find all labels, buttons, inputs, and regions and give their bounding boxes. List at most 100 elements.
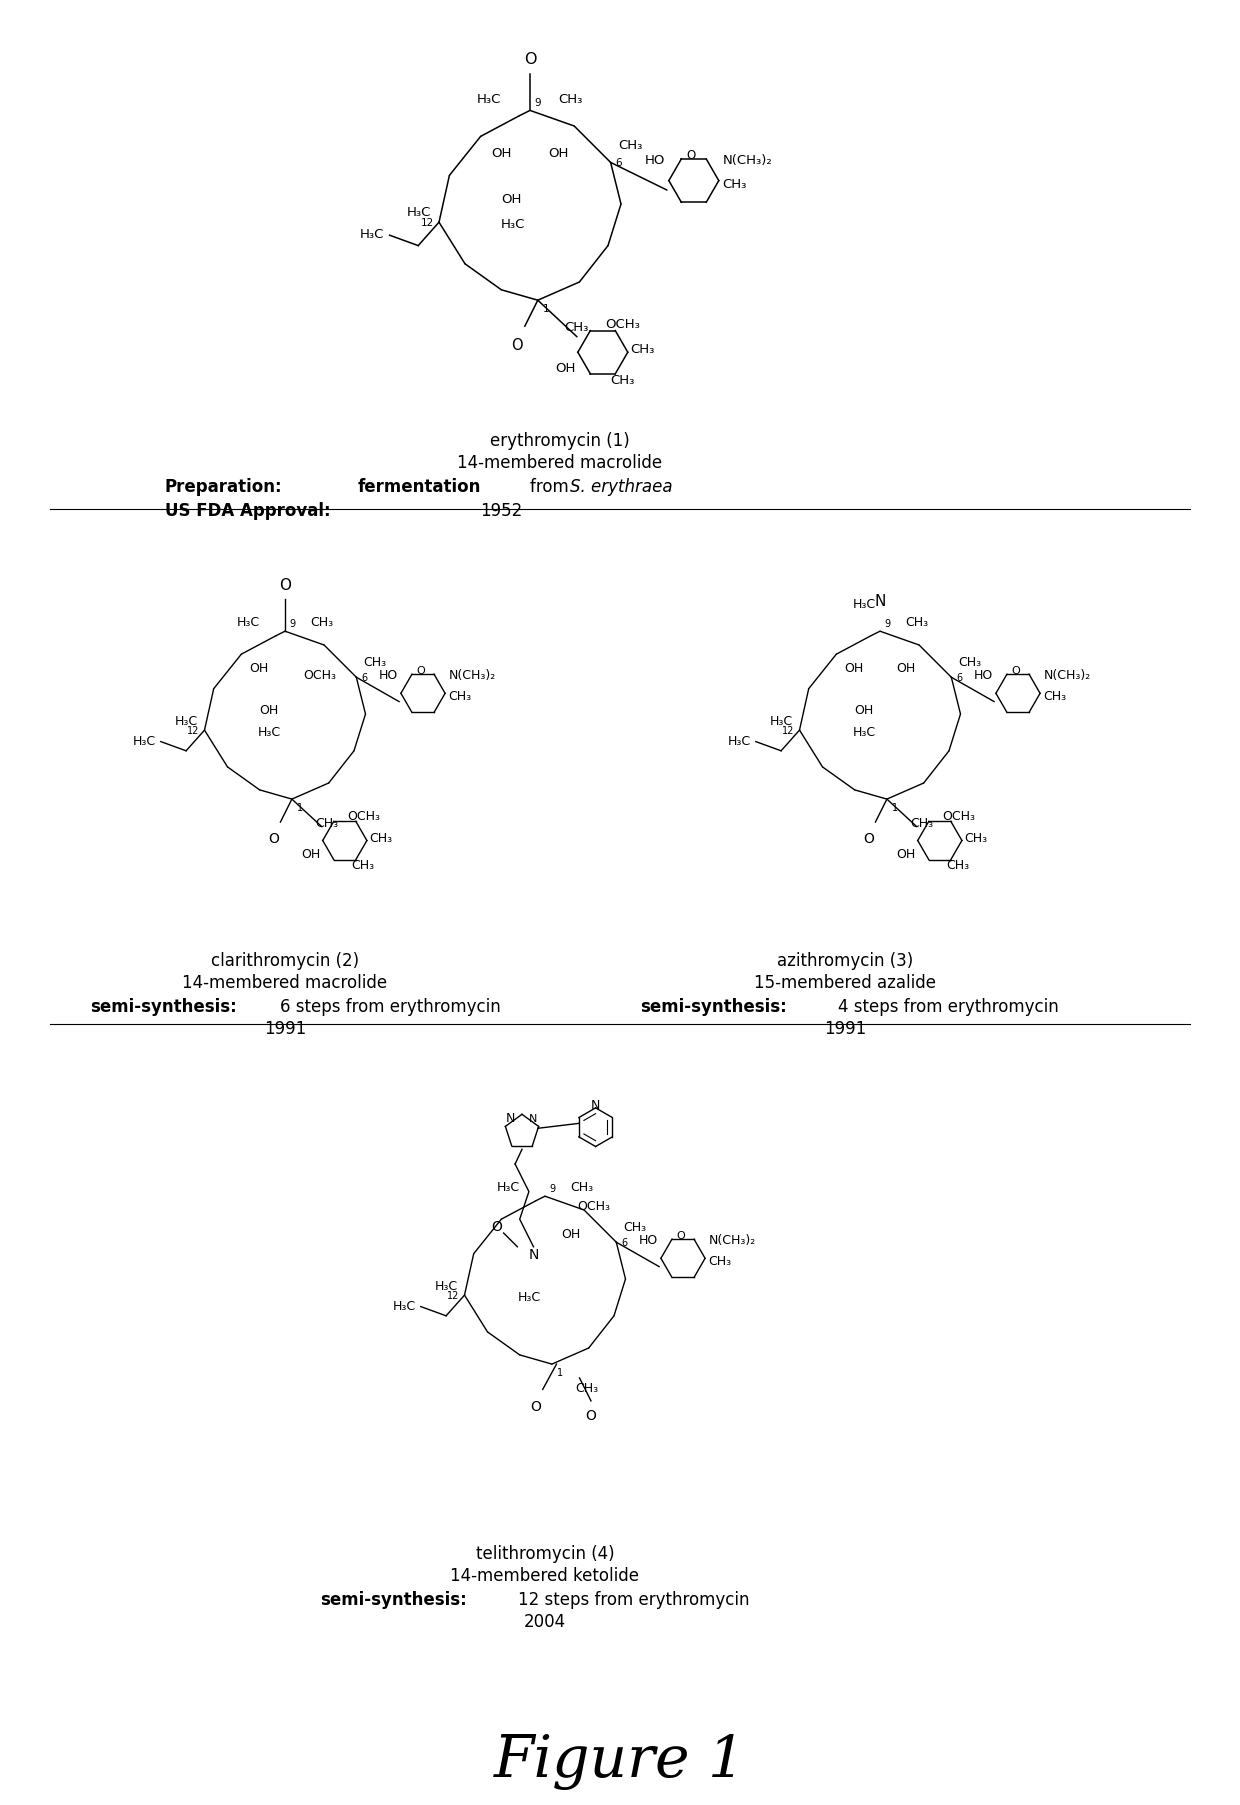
Text: OH: OH	[844, 662, 864, 675]
Text: H₃C: H₃C	[496, 1180, 520, 1193]
Text: OH: OH	[501, 193, 522, 206]
Text: H₃C: H₃C	[407, 206, 432, 218]
Text: clarithromycin (2): clarithromycin (2)	[211, 951, 360, 969]
Text: N(CH₃)₂: N(CH₃)₂	[723, 153, 773, 166]
Text: H₃C: H₃C	[175, 715, 197, 727]
Text: CH₃: CH₃	[630, 343, 655, 356]
Text: CH₃: CH₃	[564, 321, 588, 334]
Text: H₃C: H₃C	[477, 94, 501, 106]
Text: CH₃: CH₃	[310, 616, 334, 628]
Text: 6: 6	[956, 673, 962, 682]
Text: N: N	[591, 1097, 600, 1110]
Text: OH: OH	[897, 848, 915, 861]
Text: 2004: 2004	[525, 1612, 567, 1630]
Text: 14-membered macrolide: 14-membered macrolide	[182, 973, 388, 991]
Text: OCH₃: OCH₃	[577, 1199, 610, 1213]
Text: 14-membered ketolide: 14-membered ketolide	[450, 1567, 640, 1585]
Text: OH: OH	[301, 848, 320, 861]
Text: O: O	[523, 52, 536, 67]
Text: OCH₃: OCH₃	[605, 318, 640, 330]
Text: O: O	[863, 832, 874, 847]
Text: CH₃: CH₃	[905, 616, 929, 628]
Text: 1: 1	[892, 803, 898, 812]
Text: H₃C: H₃C	[501, 218, 525, 231]
Text: N: N	[528, 1247, 538, 1262]
Text: N(CH₃)₂: N(CH₃)₂	[708, 1233, 755, 1245]
Text: OH: OH	[556, 361, 575, 374]
Text: 1: 1	[557, 1368, 563, 1377]
Text: 9: 9	[289, 619, 295, 628]
Text: 9: 9	[549, 1184, 556, 1193]
Text: S. erythraea: S. erythraea	[570, 478, 672, 496]
Text: US FDA Approval:: US FDA Approval:	[165, 502, 331, 520]
Text: 9: 9	[534, 97, 541, 108]
Text: 15-membered azalide: 15-membered azalide	[754, 973, 936, 991]
Text: HO: HO	[378, 668, 398, 682]
Text: CH₃: CH₃	[570, 1180, 594, 1193]
Text: OH: OH	[548, 146, 569, 159]
Text: H₃C: H₃C	[770, 715, 792, 727]
Text: OH: OH	[259, 704, 279, 717]
Text: N: N	[529, 1114, 538, 1123]
Text: OH: OH	[854, 704, 874, 717]
Text: 12: 12	[448, 1291, 460, 1300]
Text: HO: HO	[973, 668, 992, 682]
Text: Preparation:: Preparation:	[165, 478, 283, 496]
Text: CH₃: CH₃	[959, 655, 981, 668]
Text: 1991: 1991	[823, 1020, 866, 1038]
Text: 6 steps from erythromycin: 6 steps from erythromycin	[280, 998, 501, 1016]
Text: O: O	[687, 148, 696, 162]
Text: Figure 1: Figure 1	[494, 1733, 746, 1789]
Text: semi-synthesis:: semi-synthesis:	[640, 998, 786, 1016]
Text: telithromycin (4): telithromycin (4)	[476, 1543, 614, 1561]
Text: CH₃: CH₃	[449, 690, 471, 702]
Text: O: O	[531, 1399, 541, 1413]
Text: H₃C: H₃C	[517, 1291, 541, 1303]
Text: H₃C: H₃C	[257, 726, 280, 738]
Text: OH: OH	[249, 662, 269, 675]
Text: OH: OH	[897, 662, 915, 675]
Text: erythromycin (1): erythromycin (1)	[490, 431, 630, 449]
Text: O: O	[279, 578, 291, 592]
Text: OH: OH	[491, 146, 512, 159]
Text: H₃C: H₃C	[852, 726, 875, 738]
Text: OCH₃: OCH₃	[347, 809, 379, 821]
Text: HO: HO	[639, 1233, 657, 1245]
Text: semi-synthesis:: semi-synthesis:	[320, 1590, 466, 1608]
Text: CH₃: CH₃	[708, 1254, 732, 1267]
Text: CH₃: CH₃	[624, 1220, 646, 1233]
Text: CH₃: CH₃	[370, 832, 392, 845]
Text: OH: OH	[560, 1227, 580, 1240]
Text: CH₃: CH₃	[351, 859, 374, 872]
Text: O: O	[585, 1408, 596, 1422]
Text: 12: 12	[187, 726, 200, 736]
Text: H₃C: H₃C	[133, 735, 156, 747]
Text: CH₃: CH₃	[363, 655, 387, 668]
Text: 14-membered macrolide: 14-membered macrolide	[458, 453, 662, 471]
Text: H₃C: H₃C	[393, 1300, 417, 1312]
Text: N(CH₃)₂: N(CH₃)₂	[449, 668, 496, 682]
Text: 1: 1	[296, 803, 303, 812]
Text: 4 steps from erythromycin: 4 steps from erythromycin	[838, 998, 1059, 1016]
Text: 6: 6	[361, 673, 367, 682]
Text: CH₃: CH₃	[723, 177, 746, 191]
Text: fermentation: fermentation	[358, 478, 481, 496]
Text: CH₃: CH₃	[910, 816, 932, 828]
Text: CH₃: CH₃	[619, 139, 642, 152]
Text: 12 steps from erythromycin: 12 steps from erythromycin	[518, 1590, 749, 1608]
Text: O: O	[491, 1220, 502, 1233]
Text: O: O	[511, 338, 523, 352]
Text: CH₃: CH₃	[963, 832, 987, 845]
Text: 9: 9	[884, 619, 890, 628]
Text: H₃C: H₃C	[728, 735, 751, 747]
Text: O: O	[676, 1231, 686, 1240]
Text: 6: 6	[615, 159, 622, 168]
Text: N: N	[874, 594, 885, 608]
Text: O: O	[1012, 666, 1021, 675]
Text: OCH₃: OCH₃	[304, 670, 336, 682]
Text: O: O	[268, 832, 279, 847]
Text: azithromycin (3): azithromycin (3)	[777, 951, 913, 969]
Text: 1952: 1952	[480, 502, 522, 520]
Text: N(CH₃)₂: N(CH₃)₂	[1043, 668, 1091, 682]
Text: 1: 1	[543, 303, 549, 314]
